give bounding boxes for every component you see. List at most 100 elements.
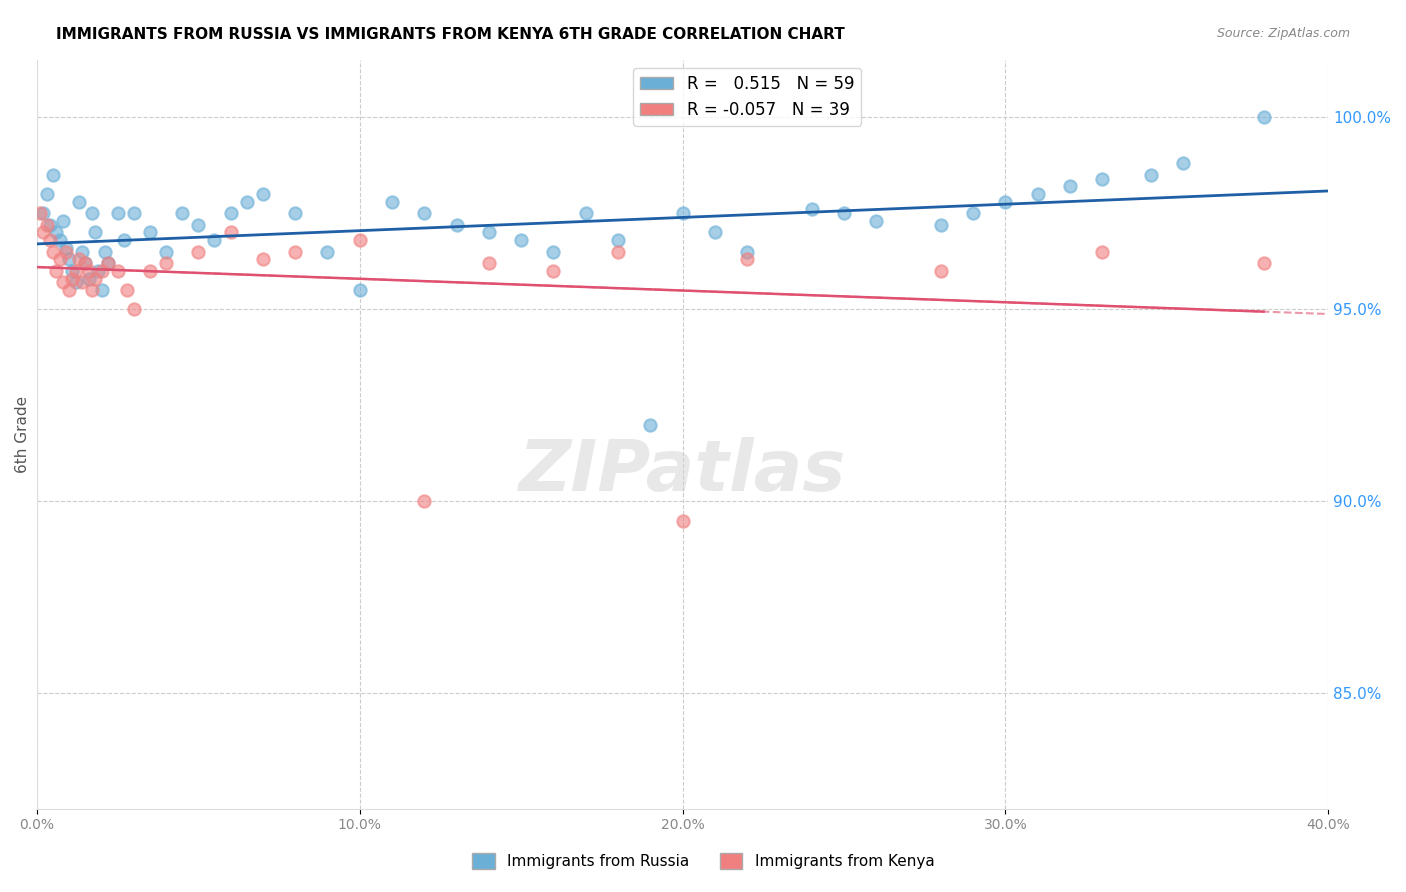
Point <box>58 252 80 267</box>
Point <box>107 264 129 278</box>
Point <box>962 206 984 220</box>
Point <box>77 264 100 278</box>
Point <box>252 252 274 267</box>
Point <box>478 226 501 240</box>
Point <box>42 244 65 259</box>
Point <box>90 264 112 278</box>
Point <box>800 202 823 217</box>
Text: Source: ZipAtlas.com: Source: ZipAtlas.com <box>1216 27 1350 40</box>
Point <box>55 241 77 255</box>
Point <box>510 233 533 247</box>
Point <box>80 206 103 220</box>
Point <box>316 244 339 259</box>
Point <box>155 256 177 270</box>
Point <box>45 264 67 278</box>
Point <box>703 226 725 240</box>
Point <box>1171 156 1194 170</box>
Point <box>607 244 630 259</box>
Point <box>832 206 855 220</box>
Point <box>32 226 55 240</box>
Point <box>638 417 661 432</box>
Point <box>1139 168 1161 182</box>
Point <box>1091 244 1114 259</box>
Point <box>90 283 112 297</box>
Point <box>236 194 259 209</box>
Point <box>45 226 67 240</box>
Point <box>58 283 80 297</box>
Point <box>671 206 693 220</box>
Point <box>70 244 93 259</box>
Point <box>172 206 194 220</box>
Point <box>735 252 758 267</box>
Point <box>1253 256 1275 270</box>
Point <box>1026 187 1049 202</box>
Point <box>122 302 145 317</box>
Point <box>84 271 107 285</box>
Point <box>219 206 242 220</box>
Legend: Immigrants from Russia, Immigrants from Kenya: Immigrants from Russia, Immigrants from … <box>465 847 941 875</box>
Point <box>349 233 371 247</box>
Point <box>117 283 139 297</box>
Point <box>87 264 110 278</box>
Point <box>62 271 84 285</box>
Point <box>77 271 100 285</box>
Point <box>35 218 58 232</box>
Point <box>252 187 274 202</box>
Y-axis label: 6th Grade: 6th Grade <box>15 395 30 473</box>
Point <box>543 264 565 278</box>
Point <box>204 233 226 247</box>
Point <box>97 256 120 270</box>
Point <box>413 206 436 220</box>
Text: IMMIGRANTS FROM RUSSIA VS IMMIGRANTS FROM KENYA 6TH GRADE CORRELATION CHART: IMMIGRANTS FROM RUSSIA VS IMMIGRANTS FRO… <box>56 27 845 42</box>
Point <box>1059 179 1081 194</box>
Point <box>80 283 103 297</box>
Point <box>97 256 120 270</box>
Point <box>55 244 77 259</box>
Point <box>35 187 58 202</box>
Point <box>84 226 107 240</box>
Point <box>42 168 65 182</box>
Point <box>48 233 70 247</box>
Point <box>155 244 177 259</box>
Point <box>349 283 371 297</box>
Point <box>139 264 162 278</box>
Point <box>575 206 598 220</box>
Point <box>446 218 468 232</box>
Point <box>65 264 87 278</box>
Point <box>48 252 70 267</box>
Point <box>122 206 145 220</box>
Point <box>112 233 135 247</box>
Point <box>735 244 758 259</box>
Point <box>413 494 436 508</box>
Point <box>52 214 75 228</box>
Point <box>139 226 162 240</box>
Point <box>30 206 52 220</box>
Point <box>284 206 307 220</box>
Point <box>62 264 84 278</box>
Point <box>65 276 87 290</box>
Point <box>929 264 952 278</box>
Point <box>67 252 90 267</box>
Text: ZIPatlas: ZIPatlas <box>519 437 846 506</box>
Point <box>381 194 404 209</box>
Point <box>607 233 630 247</box>
Point <box>478 256 501 270</box>
Point <box>865 214 887 228</box>
Point <box>284 244 307 259</box>
Point <box>75 256 97 270</box>
Point <box>70 276 93 290</box>
Point <box>929 218 952 232</box>
Point <box>671 514 693 528</box>
Point <box>1253 110 1275 124</box>
Point <box>38 233 60 247</box>
Point <box>52 276 75 290</box>
Point <box>187 218 209 232</box>
Point <box>75 256 97 270</box>
Point <box>187 244 209 259</box>
Point <box>67 194 90 209</box>
Point <box>543 244 565 259</box>
Point <box>1091 171 1114 186</box>
Point <box>107 206 129 220</box>
Legend: R =   0.515   N = 59, R = -0.057   N = 39: R = 0.515 N = 59, R = -0.057 N = 39 <box>633 68 860 126</box>
Point <box>38 218 60 232</box>
